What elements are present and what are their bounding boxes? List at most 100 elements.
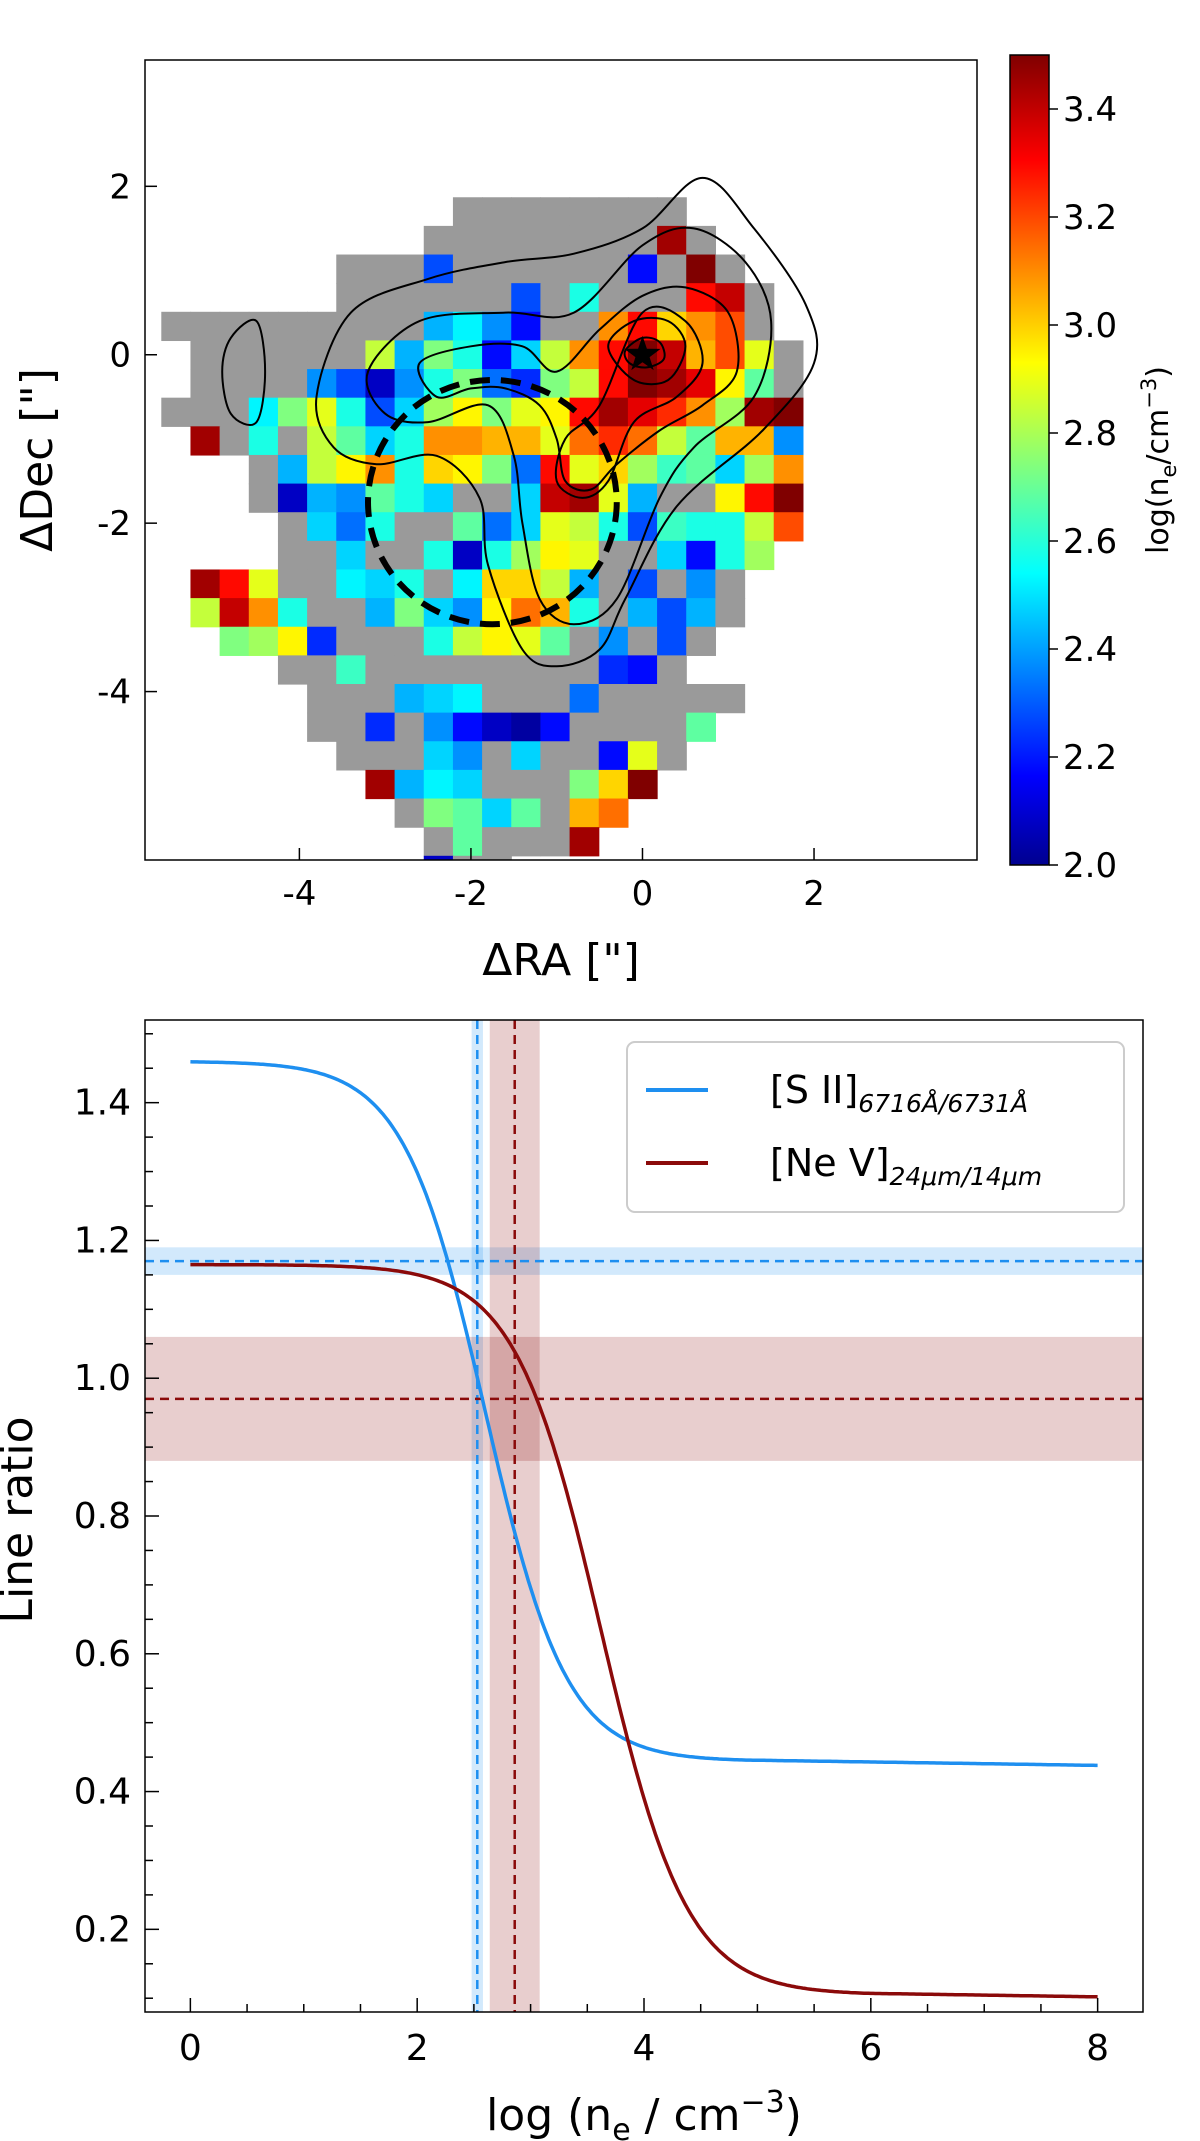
map-cell [511,426,542,456]
map-cell [336,540,367,571]
map-cell [511,655,542,685]
map-cell [715,283,746,313]
map-cell [277,569,308,599]
map-cell [715,340,746,370]
map-cell [598,569,629,599]
map-cell [452,283,483,313]
contour-line [221,318,267,426]
map-cell [482,283,512,313]
map-cell [686,254,716,284]
map-cell [686,512,716,542]
map-cell [686,598,716,628]
map-cell [744,454,775,485]
map-cell [452,626,483,656]
map-cell [686,712,716,742]
map-cell [277,626,308,656]
map-cell [336,741,367,771]
map-cell [365,684,396,714]
map-cell [277,483,308,513]
map-cell [452,483,483,513]
map-cell [307,397,337,427]
map-cell [686,684,716,714]
ratio-y-axis: 0.2 0.4 0.6 0.8 1.0 1.2 1.4 [74,1033,159,1999]
map-cell [657,569,687,599]
map-cell [657,684,687,714]
map-cell [657,655,687,685]
map-cell [657,540,687,571]
map-y-tick-label: 2 [109,167,131,207]
map-cell [365,769,396,800]
map-cell [627,655,658,685]
map-cell [190,369,221,399]
measurement-bands [145,1020,1143,2012]
map-cell [365,254,396,284]
map-cell [686,483,716,513]
map-cell [190,311,221,342]
ratio-y-tick-label: 0.6 [74,1634,131,1675]
map-cell [394,340,425,370]
legend-label-nev: [Ne V]24μm/14μm [770,1141,1042,1191]
map-cell [336,626,367,656]
map-cell [248,626,279,656]
map-cell [482,454,512,485]
ratio-curve [190,1262,1098,1999]
map-cell [540,769,571,800]
map-cell [423,769,454,800]
map-x-tick-label: -4 [282,874,316,914]
map-cell [307,712,337,742]
map-cell [452,540,483,571]
map-cell [540,340,571,370]
map-cell [657,426,687,456]
map-cell [540,827,571,857]
map-cell [394,769,425,800]
ratio-y-axis-label: Line ratio [0,1416,43,1623]
map-cell [423,741,454,771]
map-cell [715,598,746,628]
map-cell [598,254,629,284]
map-cell [394,798,425,828]
map-cell [482,798,512,828]
map-cell [219,569,250,599]
map-cell [540,741,571,771]
map-y-tick-label: -2 [97,504,131,544]
map-cell [423,426,454,456]
map-cell [744,540,775,571]
map-cell [482,626,512,656]
map-cell [744,426,775,456]
map-y-axis-label: ΔDec ["] [12,368,63,552]
map-cell [511,827,542,857]
aperture-circle [365,377,620,628]
map-cell [307,569,337,599]
ratio-y-tick-label: 0.4 [74,1772,131,1813]
nucleus-star-marker [624,335,661,371]
map-cell [482,655,512,685]
contour-line [315,176,819,668]
map-cell [569,454,600,485]
map-x-tick-label: 2 [803,874,825,914]
map-cell [248,483,279,513]
map-cell [277,340,308,370]
map-cell [307,311,337,342]
map-cell [219,311,250,342]
map-cell [627,598,658,628]
map-cell [598,741,629,771]
map-cell [569,626,600,656]
map-cell [569,512,600,542]
map-cell [627,197,658,227]
map-cell [540,225,571,256]
map-cell [277,311,308,342]
map-cell [657,712,687,742]
map-cell [540,540,571,571]
map-cell [511,798,542,828]
map-cell [511,512,542,542]
map-cell [365,741,396,771]
map-cell [773,340,804,370]
map-cell [452,712,483,742]
map-cell [219,397,250,427]
map-cell [248,426,279,456]
map-x-tick-label: -2 [454,874,488,914]
map-cell [482,684,512,714]
map-cell [744,483,775,513]
map-cell [715,483,746,513]
colorbar-tick-label: 3.2 [1063,198,1117,238]
